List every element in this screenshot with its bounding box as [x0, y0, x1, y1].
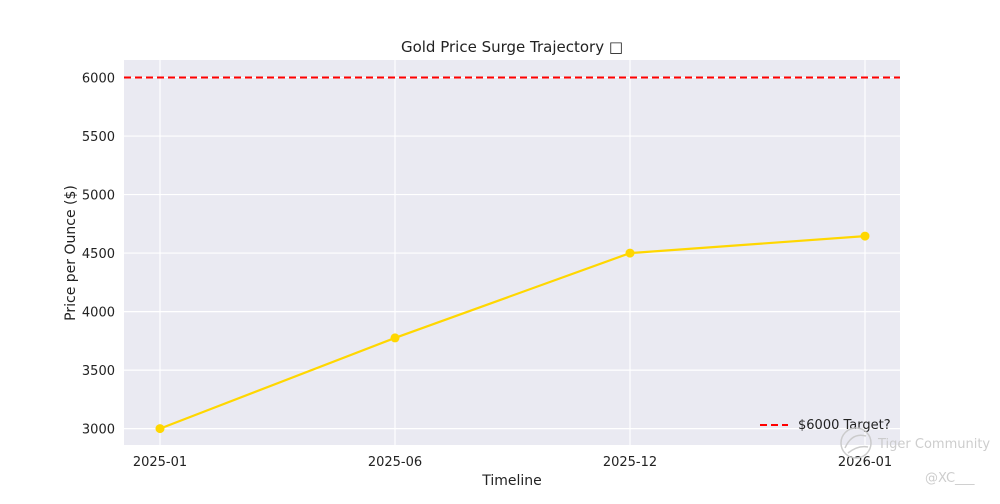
- y-tick-labels: 3000 3500 4000 4500 5000 5500 6000: [82, 72, 115, 438]
- y-tick-label: 3500: [82, 364, 115, 379]
- legend-label-target: $6000 Target?: [798, 418, 891, 433]
- y-tick-label: 6000: [82, 72, 115, 87]
- series-line: [159, 235, 866, 430]
- chart-title: Gold Price Surge Trajectory □: [401, 38, 623, 56]
- watermark-handle: @XC___: [925, 471, 975, 486]
- x-tick-label: 2025-12: [603, 455, 657, 470]
- series-layer: [155, 231, 870, 434]
- legend: $6000 Target?: [760, 418, 891, 433]
- x-tick-label: 2025-01: [133, 455, 187, 470]
- x-tick-label: 2025-06: [368, 455, 422, 470]
- y-tick-label: 5000: [82, 189, 115, 204]
- data-point: [625, 248, 635, 258]
- data-point: [860, 231, 870, 241]
- x-tick-label: 2026-01: [838, 455, 892, 470]
- x-axis-label: Timeline: [481, 473, 542, 489]
- tiger-logo-icon: [840, 427, 872, 459]
- y-tick-label: 4500: [82, 247, 115, 262]
- y-tick-label: 4000: [82, 306, 115, 321]
- watermark: Tiger Community @XC___: [840, 427, 990, 486]
- x-tick-labels: 2025-01 2025-06 2025-12 2026-01: [133, 455, 892, 470]
- data-point: [155, 424, 165, 434]
- y-tick-label: 3000: [82, 423, 115, 438]
- watermark-brand: Tiger Community: [877, 437, 990, 452]
- y-tick-label: 5500: [82, 130, 115, 145]
- data-point: [390, 333, 400, 343]
- y-axis-label: Price per Ounce ($): [63, 185, 79, 321]
